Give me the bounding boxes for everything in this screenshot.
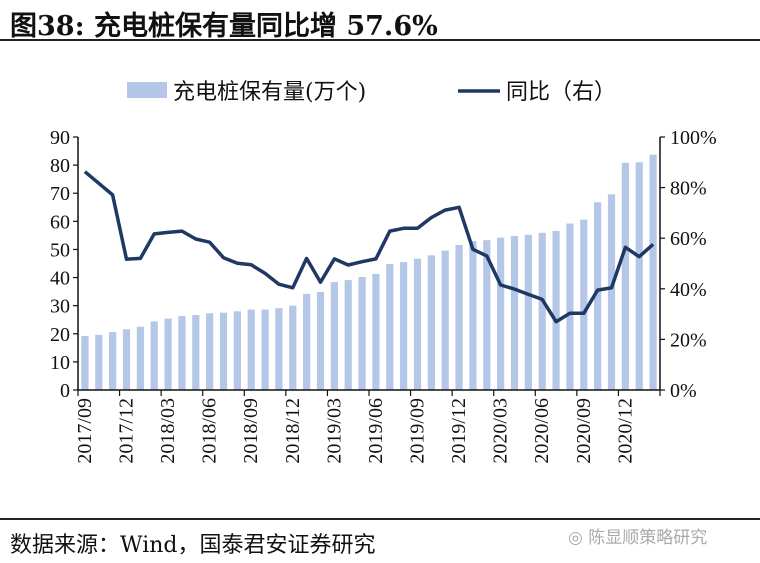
bar xyxy=(455,244,463,390)
bar xyxy=(607,194,616,390)
bar xyxy=(164,318,172,390)
x-tick-label: 2018/12 xyxy=(282,398,304,464)
x-tick-label: 2018/03 xyxy=(157,398,179,464)
bar xyxy=(427,255,435,390)
legend-line-label: 同比（右） xyxy=(506,80,616,105)
bar xyxy=(469,241,477,390)
y-left-tick-label: 90 xyxy=(50,127,70,149)
x-tick-label: 2020/03 xyxy=(490,398,512,464)
x-tick-label: 2019/09 xyxy=(407,398,429,464)
x-tick-label: 2019/06 xyxy=(365,398,387,464)
bar xyxy=(413,258,422,390)
y-left-tick-label: 60 xyxy=(50,211,70,233)
y-left-tick-label: 10 xyxy=(50,352,70,374)
bar xyxy=(303,293,311,390)
y-left-tick-label: 50 xyxy=(50,239,70,261)
x-tick-label: 2017/12 xyxy=(116,398,138,464)
bar xyxy=(441,250,449,390)
legend: 充电桩保有量(万个) 同比（右） xyxy=(127,80,616,105)
bar xyxy=(233,311,241,390)
y-right-tick-label: 60% xyxy=(670,228,707,250)
chart: 充电桩保有量(万个) 同比（右） 0 10 20 30 40 50 60 70 80 90 0% 20… xyxy=(50,80,717,464)
bar xyxy=(538,232,546,390)
legend-bar-swatch xyxy=(127,82,167,98)
bar xyxy=(344,280,352,390)
x-tick-label: 2018/06 xyxy=(199,398,221,464)
x-tick-label: 2017/09 xyxy=(74,398,96,464)
bar xyxy=(81,336,89,390)
y-right-tick-label: 80% xyxy=(670,178,707,200)
bar xyxy=(316,291,325,390)
bar xyxy=(95,334,103,390)
bar xyxy=(524,234,532,390)
x-tick-label: 2020/09 xyxy=(573,398,595,464)
wechat-icon: ◎ xyxy=(568,528,589,548)
bar xyxy=(192,314,200,390)
bar xyxy=(566,223,574,390)
bar xyxy=(400,262,408,390)
y-left-tick-label: 70 xyxy=(50,183,70,205)
y-right-tick-label: 100% xyxy=(670,127,717,149)
y-left-tick-label: 80 xyxy=(50,155,70,177)
bar xyxy=(206,313,214,390)
figure-title: 图38: 充电桩保有量同比增 57.6% xyxy=(10,11,438,42)
bar xyxy=(219,312,228,390)
footer-divider xyxy=(0,518,760,520)
x-tick-label: 2020/06 xyxy=(531,398,553,464)
bar xyxy=(649,154,657,390)
bar xyxy=(109,332,117,390)
y-right-tick-label: 0% xyxy=(670,380,697,402)
bar xyxy=(247,309,255,390)
bar xyxy=(386,264,394,390)
bar xyxy=(580,219,588,390)
y-left-tick-label: 40 xyxy=(50,268,70,290)
y-right-tick-label: 40% xyxy=(670,279,707,301)
x-tick-label: 2020/12 xyxy=(614,398,636,464)
bar xyxy=(150,321,158,390)
watermark: ◎ 陈显顺策略研究 xyxy=(568,523,707,548)
bar xyxy=(372,273,380,390)
watermark-text: 陈显顺策略研究 xyxy=(588,528,708,548)
source-note: 数据来源：Wind，国泰君安证券研究 xyxy=(10,533,376,558)
bar xyxy=(497,237,505,390)
x-tick-label: 2019/03 xyxy=(323,398,345,464)
bar xyxy=(136,326,144,390)
bar xyxy=(178,316,186,390)
bar xyxy=(510,235,519,390)
y-left-tick-label: 20 xyxy=(50,324,70,346)
bar xyxy=(621,162,629,390)
yoy-line xyxy=(83,170,655,324)
bar xyxy=(594,202,602,390)
bar xyxy=(358,276,366,390)
y-right-tick-label: 20% xyxy=(670,329,707,351)
x-tick-label: 2018/09 xyxy=(240,398,262,464)
bar xyxy=(635,162,643,390)
legend-bar-label: 充电桩保有量(万个) xyxy=(173,80,366,105)
bar xyxy=(483,240,491,390)
title-divider xyxy=(0,39,760,41)
bar xyxy=(289,305,297,390)
x-tick-label: 2019/12 xyxy=(448,398,470,464)
y-left-tick-label: 30 xyxy=(50,296,70,318)
bar xyxy=(122,329,131,390)
bar xyxy=(552,230,560,390)
bar xyxy=(275,308,283,390)
bar xyxy=(330,282,338,390)
y-left-tick-label: 0 xyxy=(60,380,70,402)
bar xyxy=(261,309,269,390)
